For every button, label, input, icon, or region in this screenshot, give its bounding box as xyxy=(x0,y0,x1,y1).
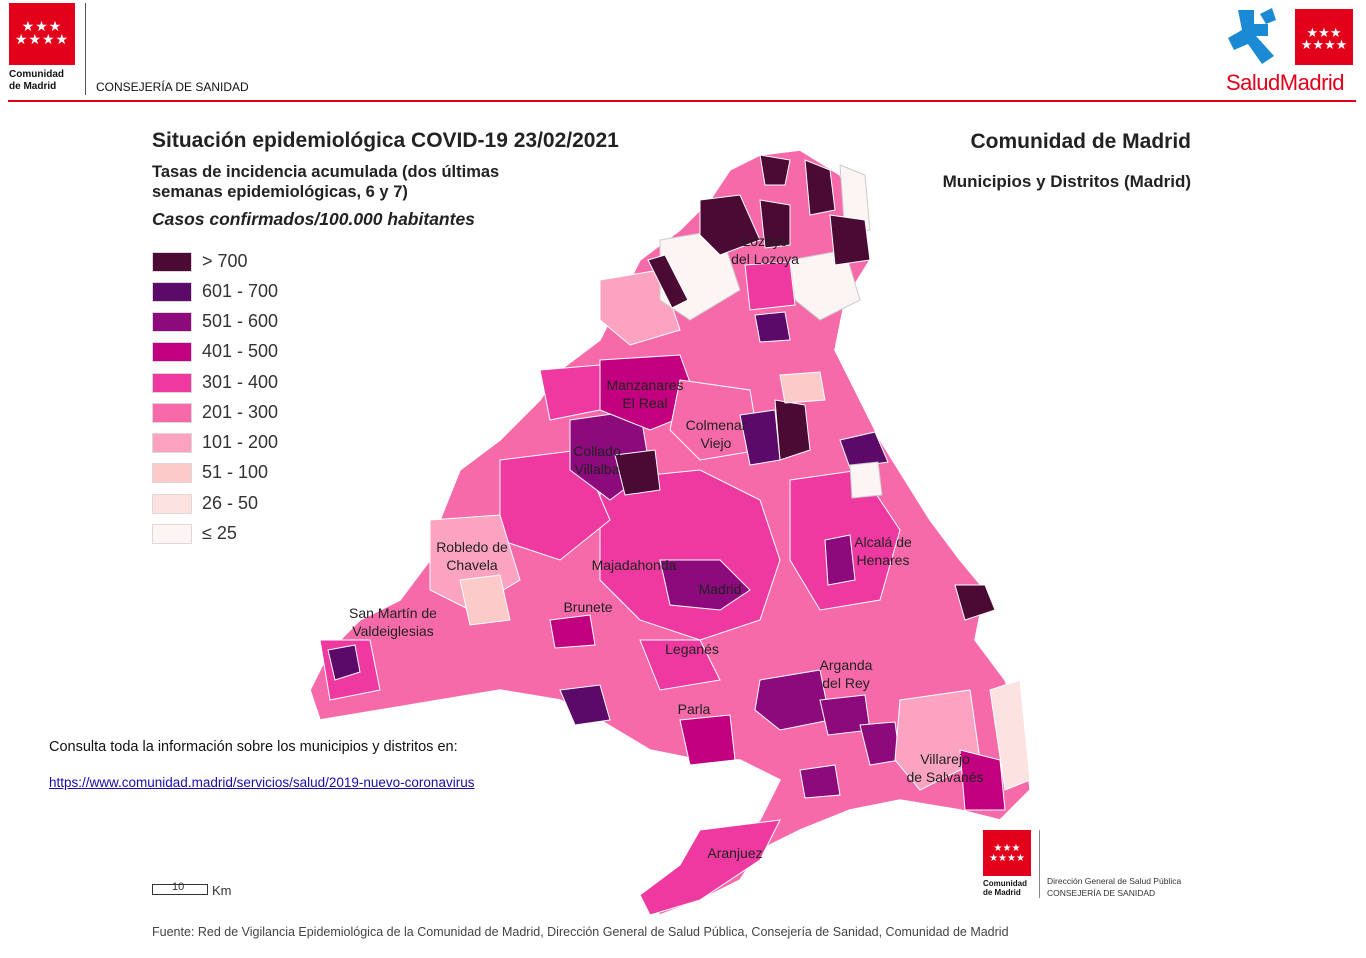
place-label-parla: Parla xyxy=(678,701,711,717)
region-madrid xyxy=(659,559,751,611)
region-dark-i xyxy=(647,254,689,309)
legend-swatch xyxy=(152,494,192,514)
scale-unit: Km xyxy=(212,883,232,898)
salud-stars-icon: ★★★ ★★★★ xyxy=(1300,25,1348,52)
region-dark-b xyxy=(774,399,811,461)
region-southeast xyxy=(959,749,1006,811)
region-aranjuez xyxy=(639,819,781,916)
logo-stars-icon: ★★★ ★★★★ xyxy=(14,18,70,47)
place-label-manzanares: Manzanares El Real xyxy=(606,377,683,411)
region-purple-b xyxy=(739,409,781,466)
place-label-alcala: Alcalá de Henares xyxy=(854,534,912,568)
place-label-robledo: Robledo de Chavela xyxy=(436,539,508,573)
region-purple-c xyxy=(839,431,889,469)
region-southwest xyxy=(559,684,611,726)
region-east-light xyxy=(989,679,1031,791)
region-title: Comunidad de Madrid xyxy=(970,130,1192,153)
source-note: Fuente: Red de Vigilancia Epidemiológica… xyxy=(152,925,1009,939)
legend-swatch xyxy=(152,252,192,272)
place-label-leganes: Leganés xyxy=(665,641,719,657)
legend-swatch xyxy=(152,373,192,393)
comunidad-madrid-logo: ★★★ ★★★★ xyxy=(9,3,75,65)
place-label-aranjuez: Aranjuez xyxy=(707,845,762,861)
scale-bar xyxy=(152,884,208,895)
region-subtitle: Municipios y Distritos (Madrid) xyxy=(942,172,1191,191)
salud-madrid-logo-icon xyxy=(1228,8,1276,64)
legend-swatch xyxy=(152,282,192,302)
region-brunete xyxy=(549,614,596,649)
region-purple-g xyxy=(327,644,361,681)
map-unit: Casos confirmados/100.000 habitantes xyxy=(152,209,475,229)
header-rule xyxy=(8,100,1356,102)
region-northwest xyxy=(539,364,601,421)
region-light-c xyxy=(849,461,883,499)
region-dark-h xyxy=(759,199,791,249)
place-label-collado: Collado Villalba xyxy=(573,443,621,477)
place-label-colmenar: Colmenar Viejo xyxy=(686,417,747,451)
region-colmenar xyxy=(669,379,761,461)
footer-dg: Dirección General de Salud Pública xyxy=(1047,876,1182,886)
place-label-arganda: Arganda del Rey xyxy=(820,657,873,691)
place-label-lozoya: Lozoyo del Lozoya xyxy=(731,233,799,267)
header-divider xyxy=(85,3,86,95)
map-title: Situación epidemiológica COVID-19 23/02/… xyxy=(152,129,619,152)
legend-swatch xyxy=(152,524,192,544)
place-label-brunete: Brunete xyxy=(563,599,612,615)
brand-name: SaludMadrid xyxy=(1226,70,1345,95)
region-dark-e xyxy=(759,154,791,186)
place-label-sanmartin: San Martín de Valdeiglesias xyxy=(349,605,437,639)
place-label-majadahonda: Majadahonda xyxy=(592,557,677,573)
legend-swatch xyxy=(152,403,192,423)
org-name: Comunidad de Madrid xyxy=(9,69,64,92)
region-south xyxy=(679,714,736,766)
region-purple-f xyxy=(799,764,841,799)
legend-swatch xyxy=(152,463,192,483)
map-subtitle: Tasas de incidencia acumulada (dos últim… xyxy=(152,163,500,201)
footer-logo: ★★★ ★★★★ xyxy=(983,830,1031,876)
region-arganda xyxy=(754,669,831,731)
region-fills xyxy=(309,149,1031,916)
department-label: CONSEJERÍA DE SANIDAD xyxy=(96,80,249,94)
region-dark-g xyxy=(829,214,871,266)
legend-swatch xyxy=(152,342,192,362)
region-dark-d xyxy=(699,194,761,256)
footer-consejeria: CONSEJERÍA DE SANIDAD xyxy=(1047,888,1156,898)
legend-swatch xyxy=(152,312,192,332)
legend-swatch xyxy=(152,433,192,453)
info-link[interactable]: https://www.comunidad.madrid/servicios/s… xyxy=(49,775,475,790)
scale-value: 10 xyxy=(172,881,185,893)
salud-madrid-red-box: ★★★ ★★★★ xyxy=(1295,9,1353,65)
region-dark-c xyxy=(954,584,996,621)
map-labels: Lozoyo del Lozoya Manzanares El Real Colme… xyxy=(349,233,984,861)
region-dark-f xyxy=(804,159,836,216)
place-label-villarejo: Villarejo de Salvanés xyxy=(906,751,983,785)
footer-divider xyxy=(1039,830,1040,898)
region-light-b xyxy=(779,371,826,404)
region-light-a xyxy=(459,574,511,626)
place-label-madrid: Madrid xyxy=(699,581,742,597)
region-alcala xyxy=(824,534,856,586)
footer-stars-icon: ★★★ ★★★★ xyxy=(989,843,1025,864)
region-dark-a xyxy=(614,449,661,496)
region-leganes xyxy=(639,639,721,691)
region-villarejo xyxy=(894,689,981,791)
region-north-pink xyxy=(744,261,796,311)
info-text: Consulta toda la información sobre los m… xyxy=(49,739,458,755)
region-purple-h xyxy=(754,311,791,343)
footer-org-name: Comunidad de Madrid xyxy=(983,879,1027,897)
